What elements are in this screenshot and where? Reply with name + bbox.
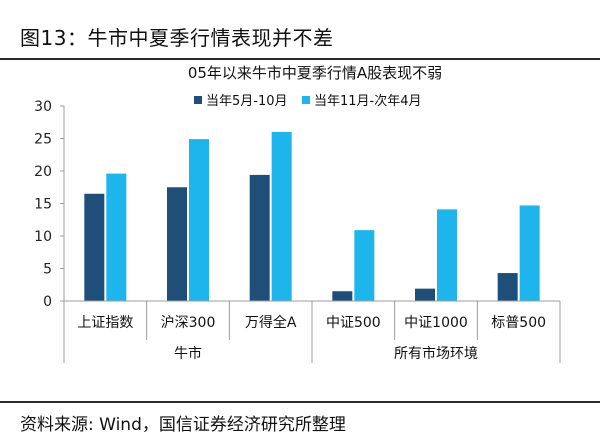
x-category-label: 标普500 <box>491 315 546 331</box>
figure-source: 资料来源: Wind，国信证券经济研究所整理 <box>20 415 346 435</box>
legend-swatch-series-1 <box>194 96 202 104</box>
bar-series-1-6 <box>497 273 518 301</box>
x-category-label: 中证500 <box>326 315 381 331</box>
legend-swatch-series-2 <box>302 96 310 104</box>
x-axis: 上证指数 沪深300 万得全A 中证500 中证1000 标普500 牛市 所有市场环境 <box>63 300 561 363</box>
x-category-label: 万得全A <box>245 314 297 331</box>
bar-series-2-2 <box>189 139 209 301</box>
bar-series-1-3 <box>249 174 270 301</box>
bar-series-2-1 <box>106 173 127 301</box>
legend-label-series-1: 当年5月-10月 <box>206 94 288 109</box>
y-axis: 0 5 10 15 20 25 30 <box>34 99 65 310</box>
bar-chart: 05年以来牛市中夏季行情A股表现不弱 当年5月-10月 当年11月-次年4月 0… <box>34 64 561 363</box>
y-tick-label: 0 <box>43 294 52 310</box>
y-tick-label: 30 <box>34 99 52 115</box>
bar-series-2-4 <box>354 230 375 301</box>
y-tick-label: 25 <box>34 132 52 148</box>
bottom-rule <box>0 401 600 403</box>
y-tick-label: 5 <box>43 262 52 278</box>
bar-series-1-1 <box>84 193 105 301</box>
bars <box>84 132 540 301</box>
bar-series-1-2 <box>167 187 187 301</box>
top-rule <box>0 58 600 60</box>
bar-series-2-5 <box>437 209 457 301</box>
chart-title: 05年以来牛市中夏季行情A股表现不弱 <box>188 64 442 82</box>
legend: 当年5月-10月 当年11月-次年4月 <box>194 93 422 109</box>
x-category-label: 上证指数 <box>77 315 133 331</box>
bar-series-1-4 <box>332 291 353 301</box>
x-group-label: 牛市 <box>174 345 202 362</box>
bar-series-2-3 <box>271 132 292 301</box>
y-tick-label: 10 <box>34 229 52 245</box>
x-group-label: 所有市场环境 <box>394 345 478 362</box>
figure-heading: 图13：牛市中夏季行情表现并不差 <box>20 26 334 50</box>
bar-series-1-5 <box>415 288 435 301</box>
bar-series-2-6 <box>519 205 540 301</box>
x-category-label: 沪深300 <box>161 315 216 331</box>
y-tick-label: 20 <box>34 164 52 180</box>
x-category-label: 中证1000 <box>404 315 468 331</box>
y-tick-label: 15 <box>34 197 52 213</box>
legend-label-series-2: 当年11月-次年4月 <box>314 93 422 109</box>
